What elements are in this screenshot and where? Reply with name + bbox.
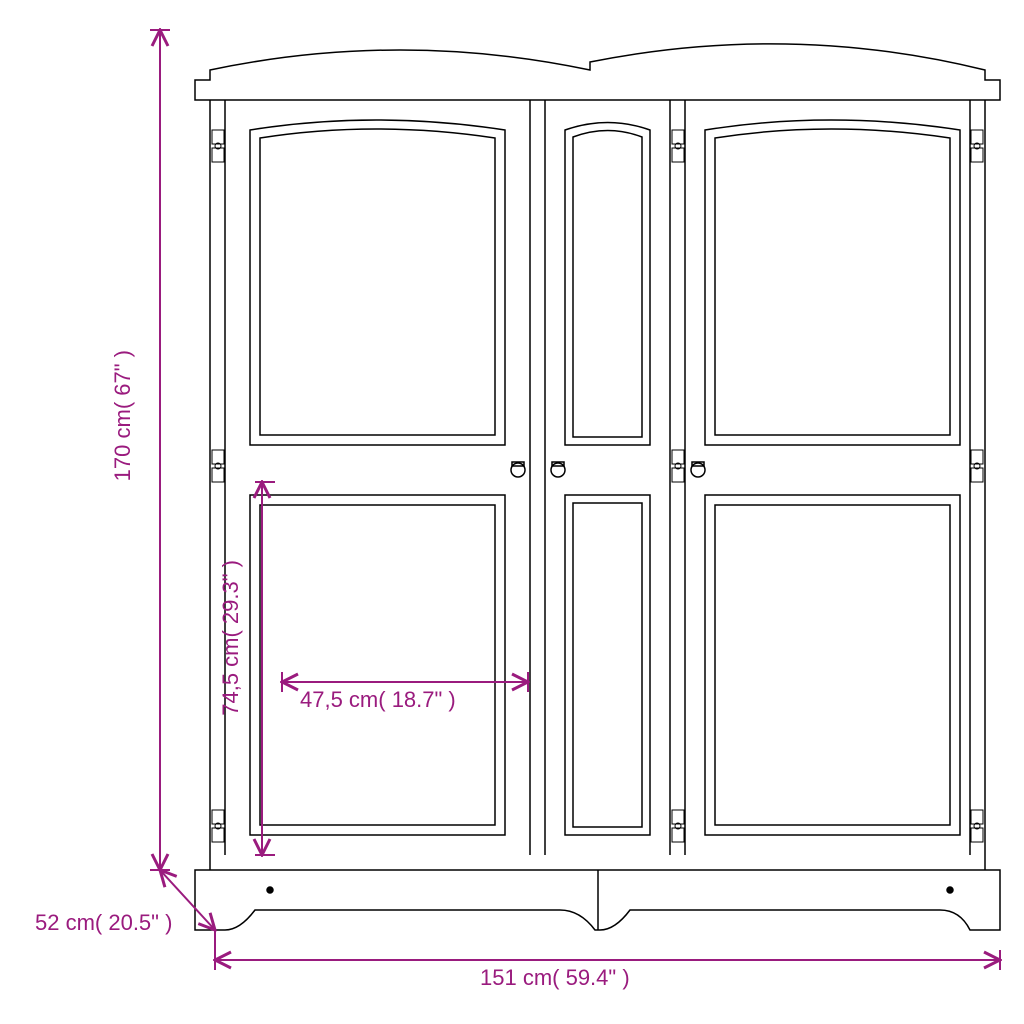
dim-width-total: 151 cm( 59.4" ) [480, 965, 630, 991]
dim-width-inner: 47,5 cm( 18.7" ) [300, 687, 456, 713]
dim-depth: 52 cm( 20.5" ) [35, 910, 172, 936]
dim-height-total: 170 cm( 67" ) [110, 350, 136, 481]
dim-height-inner: 74,5 cm( 29.3" ) [218, 560, 244, 716]
